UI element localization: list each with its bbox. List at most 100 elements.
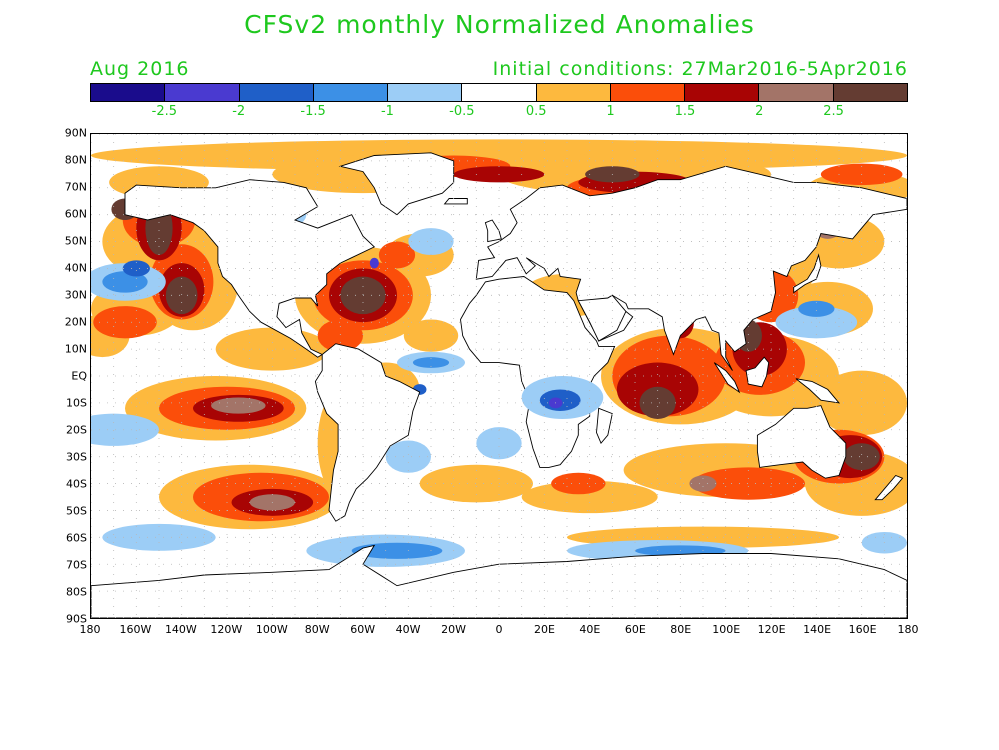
anomaly-region (843, 443, 880, 471)
latitude-label: 70N (64, 180, 87, 194)
anomaly-region (102, 271, 148, 293)
color-scale-swatch (388, 84, 463, 101)
latitude-label: 90N (64, 126, 87, 140)
longitude-label: 100E (712, 623, 741, 636)
color-scale-label: -2.5 (151, 104, 178, 119)
anomaly-region (317, 319, 363, 352)
longitude-axis: 180 160W 140W 120W 100W 80W 60W 40W 20W 0 20E 40E 60… (0, 623, 999, 639)
color-scale-label: 1 (606, 104, 615, 119)
latitude-label: 30N (64, 288, 87, 302)
anomaly-region (378, 241, 416, 269)
anomaly-region (551, 472, 606, 495)
longitude-label: 120E (757, 623, 786, 636)
latitude-label: 80S (66, 585, 87, 599)
latitude-label: 40N (64, 261, 87, 275)
latitude-label: 80N (64, 153, 87, 167)
latitude-axis: 90N 80N 70N 60N 50N 40N 30N 20N 10N EQ 10S 20S 30S 40… (0, 0, 87, 750)
color-scale-label: 0.5 (525, 104, 547, 119)
anomaly-region (211, 397, 266, 414)
land-mass (460, 276, 616, 468)
anomaly-region (165, 276, 198, 315)
anomaly-region (408, 228, 454, 255)
latitude-label: 50S (66, 504, 87, 518)
color-scale-swatch (91, 84, 166, 101)
anomaly-region (351, 542, 443, 559)
longitude-label: 60W (350, 623, 376, 636)
color-scale-swatch (462, 84, 537, 101)
color-scale-swatch (239, 84, 314, 101)
initial-conditions: Initial conditions: 27Mar2016-5Apr2016 (492, 58, 908, 80)
anomaly-region (122, 260, 150, 277)
anomaly-region (798, 300, 835, 317)
longitude-label: 160E (848, 623, 877, 636)
anomaly-region (385, 440, 432, 473)
forecast-period: Aug 2016 (90, 58, 190, 80)
color-scale-label: -2 (232, 104, 246, 119)
color-scale-swatch (165, 84, 240, 101)
latitude-label: 50N (64, 234, 87, 248)
anomaly-region (816, 370, 907, 436)
anomaly-region (369, 257, 379, 269)
land-mass (874, 474, 904, 501)
color-scale-swatch (610, 84, 686, 101)
latitude-label: 20S (66, 423, 87, 437)
latitude-label: 30S (66, 450, 87, 464)
longitude-label: 80W (304, 623, 330, 636)
latitude-label: 90S (66, 612, 87, 626)
anomaly-region (102, 523, 216, 551)
color-scale-label: 1.5 (674, 104, 696, 119)
color-scale-swatch (313, 84, 389, 101)
chart-title: CFSv2 monthly Normalized Anomalies (244, 10, 755, 39)
longitude-label: 60E (624, 623, 646, 636)
anomaly-region (775, 306, 858, 339)
longitude-label: 160W (119, 623, 152, 636)
color-scale-label: -0.5 (449, 104, 475, 119)
anomaly-region (403, 319, 459, 352)
color-scale-label: 2 (755, 104, 764, 119)
latitude-label: 60N (64, 207, 87, 221)
land-mass (745, 356, 770, 388)
land-mass (577, 294, 627, 342)
land-mass (443, 198, 468, 205)
latitude-label: 10N (64, 342, 87, 356)
land-mass (793, 253, 822, 294)
longitude-label: 40W (395, 623, 421, 636)
longitude-label: 180 (79, 623, 101, 636)
latitude-label: 10S (66, 396, 87, 410)
land-mass (596, 407, 613, 445)
color-scale-label: -1 (380, 104, 394, 119)
longitude-label: 20W (441, 623, 466, 636)
land-mass (314, 343, 421, 522)
land-mass (713, 362, 741, 394)
color-scale-swatch (685, 84, 760, 101)
color-scale-label: 2.5 (823, 104, 844, 119)
anomaly-region (93, 306, 157, 339)
anomaly-region (689, 475, 717, 492)
color-scale-bar (90, 83, 908, 102)
anomaly-map (90, 133, 908, 619)
land-mass (756, 405, 847, 479)
color-scale-swatch (759, 84, 834, 101)
anomaly-region (691, 467, 805, 500)
longitude-label: 20E (533, 623, 555, 636)
longitude-label: 80E (670, 623, 692, 636)
longitude-label: 140W (164, 623, 197, 636)
longitude-label: 0 (495, 623, 503, 636)
latitude-label: EQ (71, 369, 87, 383)
longitude-label: 180 (897, 623, 919, 636)
longitude-label: 100W (255, 623, 288, 636)
color-scale-swatch (833, 84, 907, 101)
color-scale-label: -1.5 (300, 104, 326, 119)
latitude-label: 20N (64, 315, 87, 329)
color-scale-labels: -2.5 -2 -1.5 -1 -0.5 0.5 1 1.5 2 2.5 (90, 104, 908, 120)
anomaly-map-svg (91, 134, 907, 618)
latitude-label: 70S (66, 558, 87, 572)
land-mass (338, 152, 455, 216)
anomaly-region (639, 386, 676, 420)
anomaly-region (412, 357, 450, 368)
land-mass (484, 219, 502, 243)
longitude-label: 140E (803, 623, 832, 636)
anomaly-region (419, 464, 533, 503)
latitude-label: 60S (66, 531, 87, 545)
anomaly-region (476, 427, 522, 460)
